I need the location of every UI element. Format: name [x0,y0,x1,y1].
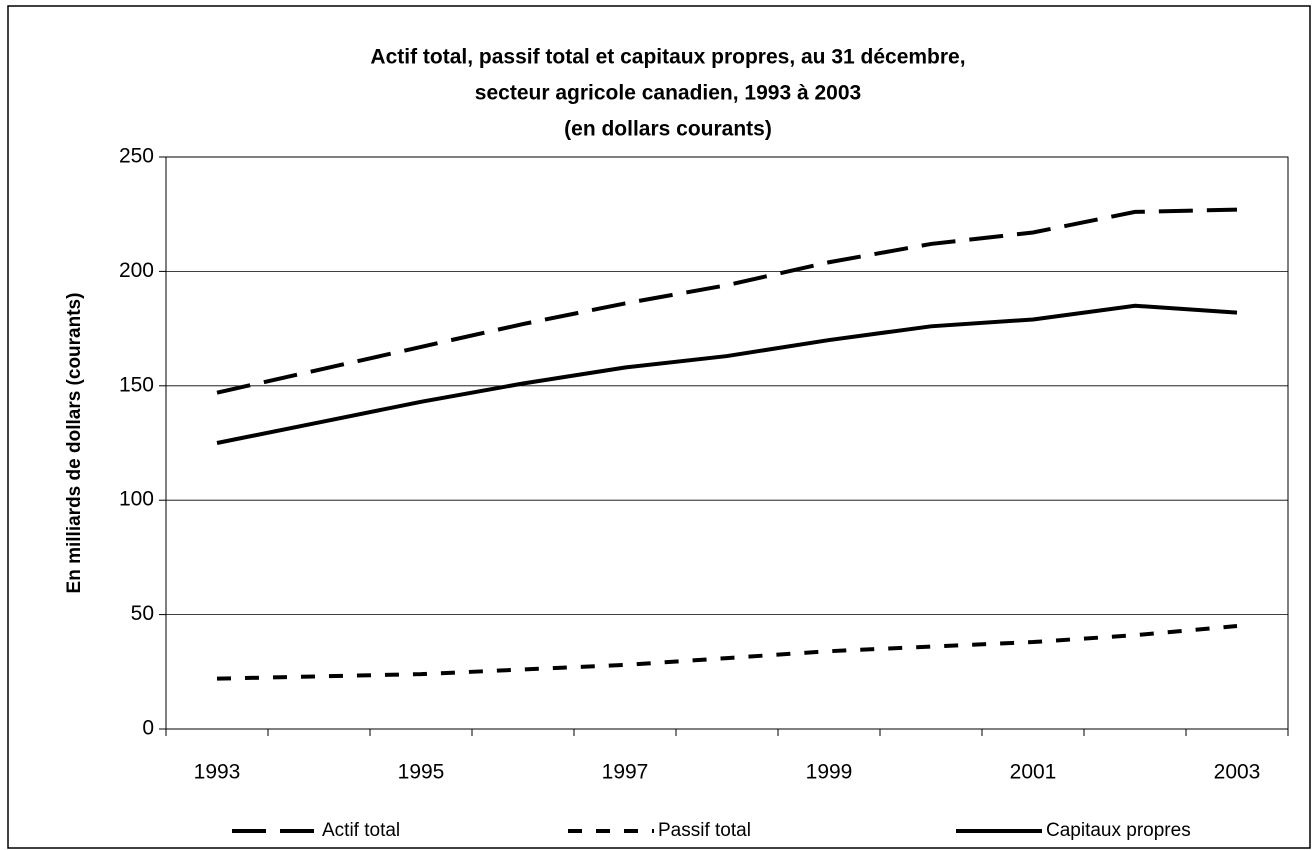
legend-label: Passif total [658,820,751,841]
y-tick-label: 200 [119,259,154,282]
x-tick-label: 2003 [1214,761,1261,784]
x-tick-label: 2001 [1010,761,1057,784]
series-line [216,624,1238,681]
y-tick-label: 150 [119,373,154,396]
y-tick-label: 250 [119,145,154,168]
plot-area [165,156,1289,730]
x-tick-label: 1995 [398,761,445,784]
chart-title: (en dollars courants) [564,118,772,141]
x-tick-label: 1997 [602,761,649,784]
y-axis-title: En milliards de dollars (courants) [64,293,85,594]
y-tick-label: 100 [119,488,154,511]
chart-title: secteur agricole canadien, 1993 à 2003 [475,82,861,105]
legend-label: Capitaux propres [1046,820,1191,841]
series-line [216,207,1238,395]
legend-label: Actif total [322,820,400,841]
series-line [216,303,1238,445]
x-tick-label: 1993 [194,761,241,784]
chart-title: Actif total, passif total et capitaux pr… [370,46,965,69]
x-tick-label: 1999 [806,761,853,784]
y-tick-label: 0 [142,717,154,740]
chart-frame [7,5,1311,849]
y-tick-label: 50 [131,602,154,625]
